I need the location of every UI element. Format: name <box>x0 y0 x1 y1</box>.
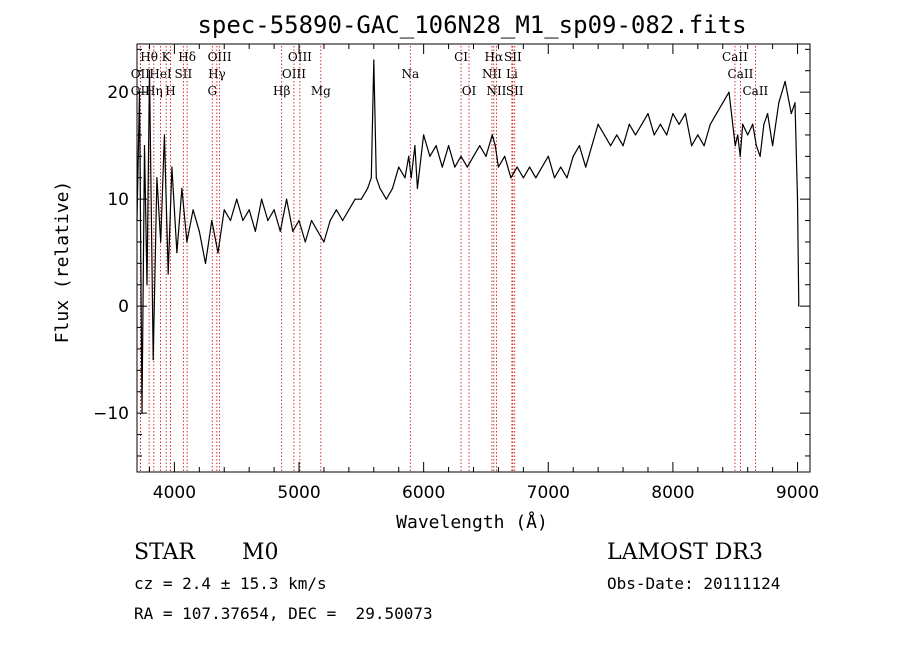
y-tick-label: 10 <box>107 190 129 210</box>
x-tick-label: 4000 <box>153 483 196 503</box>
line-label: SII <box>175 67 193 81</box>
y-tick-label: 20 <box>107 83 129 103</box>
line-label: Hγ <box>208 67 226 81</box>
y-tick-label: −10 <box>93 404 129 424</box>
chart-title: spec-55890-GAC_106N28_M1_sp09-082.fits <box>197 11 746 39</box>
line-label: HeI <box>149 67 172 81</box>
line-label: Mg <box>311 84 331 98</box>
line-label: CaII <box>742 84 768 98</box>
redshift-readout: cz = 2.4 ± 15.3 km/s <box>134 574 327 593</box>
coordinates: RA = 107.37654, DEC = 29.50073 <box>134 604 433 623</box>
plot-frame <box>136 43 811 473</box>
object-class: STAR <box>134 540 195 565</box>
line-label: OII <box>131 67 151 81</box>
axes: 4000 5000 6000 7000 8000 9000 −10 0 10 20 <box>93 43 819 503</box>
line-label: CaII <box>728 67 754 81</box>
x-tick-label: 9000 <box>776 483 819 503</box>
line-label: Hδ <box>178 50 196 64</box>
line-label: Hθ <box>140 50 158 64</box>
line-label: OIII <box>208 50 232 64</box>
line-label: OIII <box>288 50 312 64</box>
flux-series <box>136 59 800 414</box>
line-label: H <box>165 84 175 98</box>
x-tick-label: 7000 <box>527 483 570 503</box>
line-label: NII <box>486 84 506 98</box>
y-axis-label: Flux (relative) <box>52 181 73 344</box>
line-label: CaII <box>722 50 748 64</box>
line-label: Hη <box>145 84 163 98</box>
x-tick-label: 6000 <box>402 483 445 503</box>
line-label: G <box>207 84 217 98</box>
line-label: OIII <box>282 67 306 81</box>
y-tick-labels: −10 0 10 20 <box>93 83 129 424</box>
line-label: Na <box>401 67 419 81</box>
line-label: NII <box>482 67 502 81</box>
line-label: Li <box>506 67 518 81</box>
x-tick-label: 8000 <box>651 483 694 503</box>
flux-line <box>136 59 800 414</box>
line-label: Hβ <box>273 84 290 98</box>
object-subclass: M0 <box>242 540 279 565</box>
axis-ticks <box>137 44 810 472</box>
obs-date: Obs-Date: 20111124 <box>607 574 781 593</box>
line-label: OI <box>462 84 477 98</box>
line-label: SII <box>506 84 524 98</box>
x-tick-labels: 4000 5000 6000 7000 8000 9000 <box>153 483 819 503</box>
survey-name: LAMOST DR3 <box>607 540 763 565</box>
x-tick-label: 5000 <box>277 483 320 503</box>
y-tick-label: 0 <box>118 297 129 317</box>
x-axis-label: Wavelength (Å) <box>396 511 548 533</box>
line-label: SII <box>504 50 522 64</box>
spectral-line-markers <box>139 46 756 472</box>
line-label: CI <box>454 50 468 64</box>
line-label: Hα <box>485 50 504 64</box>
line-label: K <box>162 50 172 64</box>
line-label: OII <box>131 84 151 98</box>
